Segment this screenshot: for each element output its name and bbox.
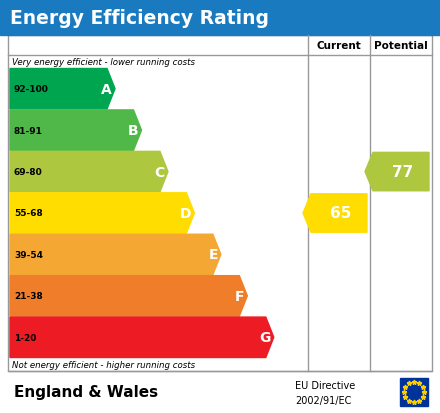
Text: 65: 65: [330, 206, 352, 221]
Text: Potential: Potential: [374, 41, 428, 51]
Text: England & Wales: England & Wales: [14, 385, 158, 399]
Text: Very energy efficient - lower running costs: Very energy efficient - lower running co…: [12, 58, 195, 67]
Text: 2002/91/EC: 2002/91/EC: [295, 395, 352, 406]
Polygon shape: [10, 317, 274, 358]
Polygon shape: [10, 276, 247, 316]
Text: E: E: [209, 248, 218, 262]
Polygon shape: [10, 235, 221, 275]
Text: D: D: [180, 206, 191, 221]
Text: EU Directive: EU Directive: [295, 380, 355, 390]
Polygon shape: [10, 152, 168, 192]
Polygon shape: [10, 69, 115, 110]
Bar: [0, 0, 440, 36]
Text: F: F: [235, 289, 244, 303]
Text: 69-80: 69-80: [14, 168, 43, 177]
Text: Not energy efficient - higher running costs: Not energy efficient - higher running co…: [12, 360, 195, 369]
Text: 92-100: 92-100: [14, 85, 49, 94]
Text: A: A: [101, 83, 112, 97]
Polygon shape: [10, 193, 194, 234]
Text: C: C: [155, 165, 165, 179]
Text: 1-20: 1-20: [14, 333, 37, 342]
Polygon shape: [365, 153, 429, 191]
Text: B: B: [128, 124, 139, 138]
Polygon shape: [10, 111, 142, 151]
Bar: [400, 378, 428, 406]
Text: 21-38: 21-38: [14, 292, 43, 301]
Text: 55-68: 55-68: [14, 209, 43, 218]
Polygon shape: [303, 194, 367, 233]
Text: 39-54: 39-54: [14, 250, 43, 259]
Text: Current: Current: [317, 41, 361, 51]
Bar: [8, 36, 432, 371]
Text: 81-91: 81-91: [14, 126, 43, 135]
Text: G: G: [260, 330, 271, 344]
Text: Energy Efficiency Rating: Energy Efficiency Rating: [10, 9, 269, 27]
Text: 77: 77: [392, 165, 414, 180]
